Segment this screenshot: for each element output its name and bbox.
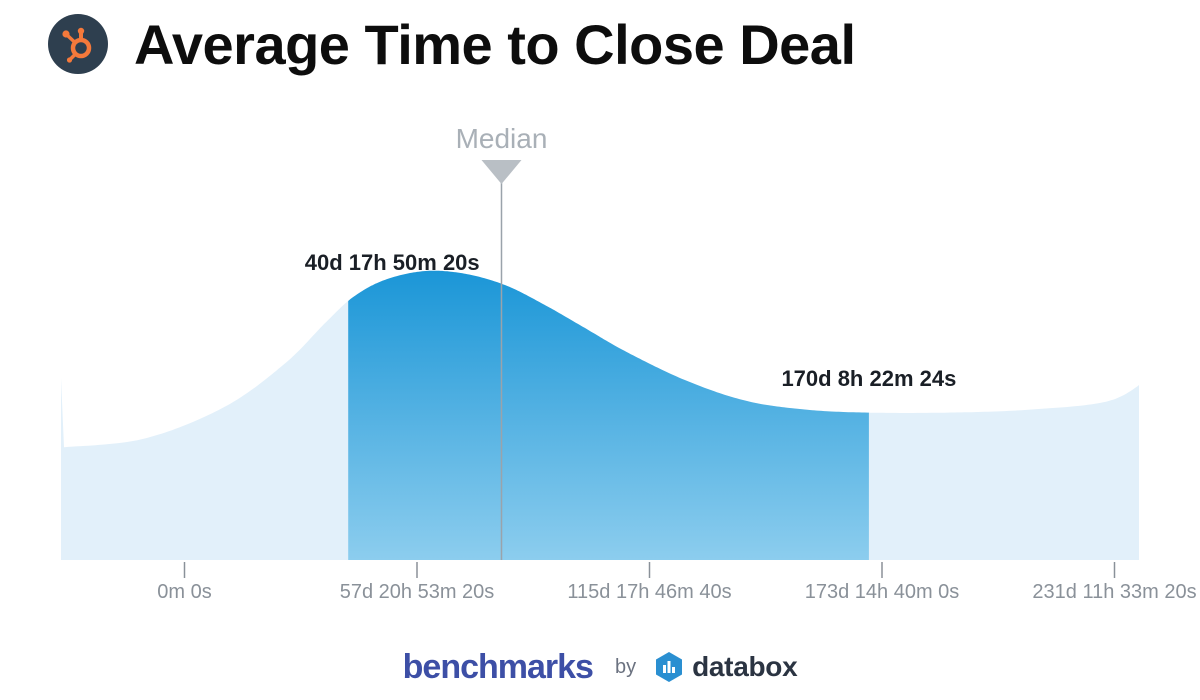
x-tick-label: 115d 17h 46m 40s	[567, 581, 731, 603]
highlight-low-label: 40d 17h 50m 20s	[305, 250, 480, 275]
databox-logo-icon	[656, 652, 683, 682]
x-tick-label: 57d 20h 53m 20s	[340, 581, 495, 603]
by-text: by	[614, 655, 637, 678]
header: Average Time to Close Deal	[48, 12, 856, 76]
x-tick-label: 0m 0s	[157, 581, 211, 603]
footer: benchmarks by databox	[0, 644, 1200, 690]
highlight-high-label: 170d 8h 22m 24s	[781, 366, 956, 391]
median-label: Median	[456, 123, 548, 154]
x-tick-label: 231d 11h 33m 20s	[1032, 581, 1196, 603]
highlight-area	[348, 270, 869, 560]
benchmarks-logo: benchmarks	[402, 647, 594, 686]
x-tick-label: 173d 14h 40m 0s	[805, 581, 960, 603]
databox-name: databox	[692, 651, 798, 682]
hubspot-sprocket-icon	[48, 14, 108, 74]
chart-title: Average Time to Close Deal	[134, 12, 856, 76]
x-axis: 0m 0s 57d 20h 53m 20s 115d 17h 46m 40s 173d…	[157, 562, 1197, 603]
databox-logo: databox	[654, 651, 798, 683]
median-marker	[481, 160, 522, 184]
